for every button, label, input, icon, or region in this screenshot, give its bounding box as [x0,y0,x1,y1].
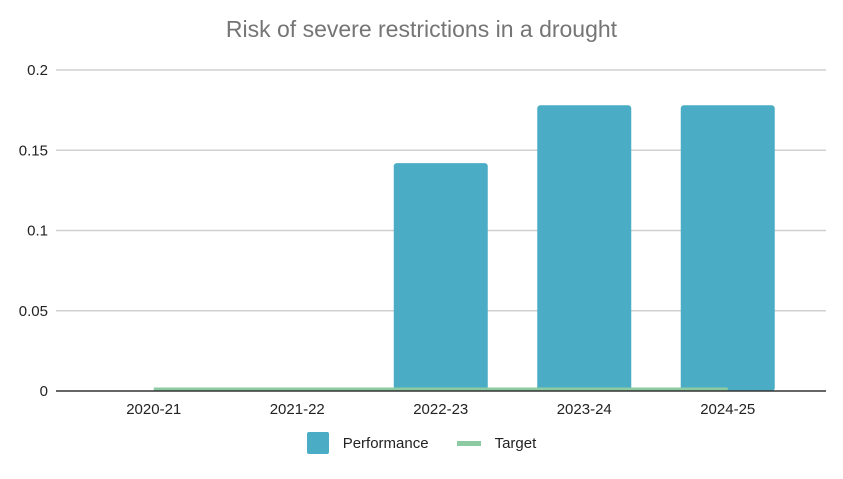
x-tick-label: 2021-22 [270,401,325,418]
y-tick-label: 0.05 [19,303,48,320]
x-tick-label: 2022-23 [413,401,468,418]
bar-performance[interactable] [393,163,488,391]
x-tick-label: 2024-25 [700,401,755,418]
legend-item-target[interactable]: Target [456,434,537,452]
legend-label-target: Target [494,434,537,452]
y-tick-label: 0 [40,383,48,400]
y-axis-ticks: 0 0.05 0.1 0.15 0.2 [19,62,48,400]
legend: Performance Target [0,432,843,454]
legend-item-performance[interactable]: Performance [306,432,429,454]
y-tick-label: 0.15 [19,142,48,159]
x-tick-label: 2023-24 [557,401,612,418]
bar-series [393,105,775,391]
x-axis-ticks: 2020-21 2021-22 2022-23 2023-24 2024-25 [126,401,755,418]
legend-swatch-performance [306,432,329,454]
chart-title: Risk of severe restrictions in a drought [225,16,618,42]
bar-performance[interactable] [680,105,775,391]
y-tick-label: 0.2 [27,62,48,79]
bar-performance[interactable] [537,105,632,391]
legend-swatch-target [456,440,481,446]
y-tick-label: 0.1 [27,223,48,240]
legend-label-performance: Performance [342,434,429,452]
x-tick-label: 2020-21 [126,401,181,418]
